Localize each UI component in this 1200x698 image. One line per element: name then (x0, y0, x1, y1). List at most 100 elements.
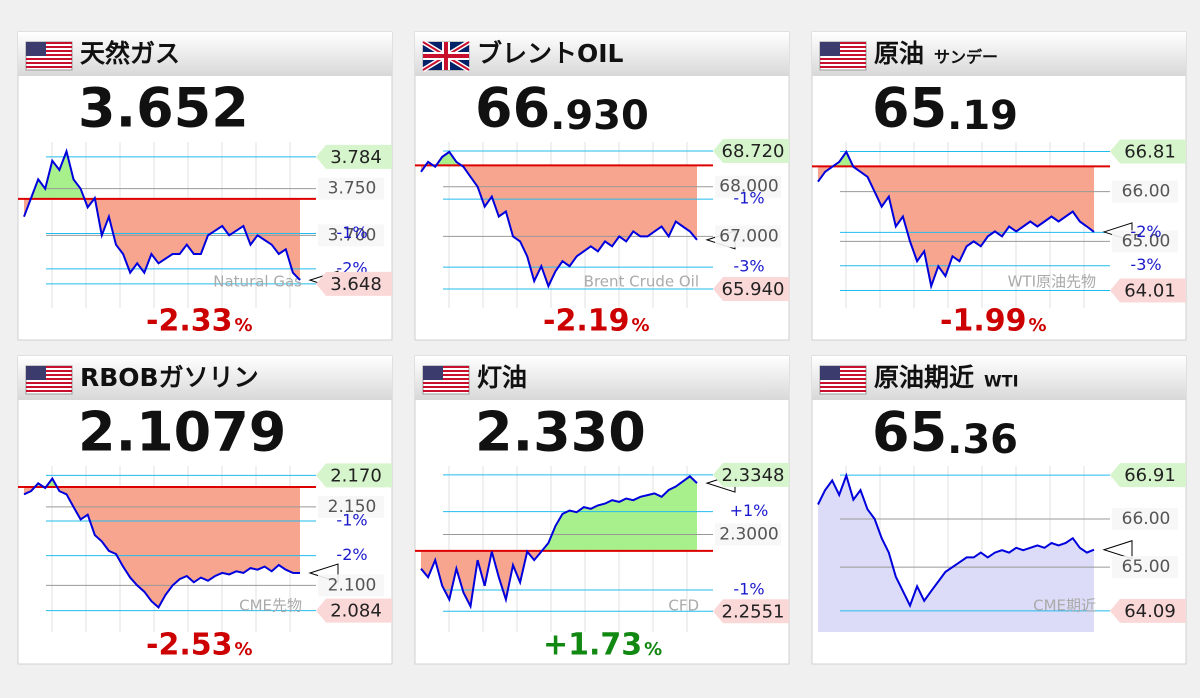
high-box (1110, 463, 1186, 488)
watermark: CME先物 (239, 597, 302, 615)
price-line (420, 475, 698, 610)
change-unit: % (234, 315, 252, 336)
tick-box (1112, 180, 1178, 203)
low-label: 64.09 (1124, 601, 1176, 622)
flag (25, 365, 73, 395)
price-main: 66 (475, 77, 550, 140)
area-down (24, 487, 300, 608)
area-up (24, 151, 300, 199)
flag (819, 41, 867, 71)
price-main: 65 (872, 77, 947, 140)
flag-canton (820, 366, 840, 380)
pct-tick-label: -1% (336, 511, 367, 530)
high-box (713, 462, 789, 487)
change: -2.33 (146, 304, 232, 339)
y-tick-label: 2.100 (328, 575, 377, 595)
price-main: 2.1079 (78, 401, 286, 464)
flag-stripe (26, 374, 72, 376)
flag-cross-red (423, 42, 469, 70)
panel: 原油 サンデー 65.19 WTI原油先物 66.00 65.00-2% -3% 66.81 6… (811, 31, 1187, 341)
flag-canton (26, 366, 46, 380)
price-main: 2.330 (475, 401, 646, 464)
panel-header (812, 356, 1186, 400)
pct-tick-label: -1% (733, 189, 764, 208)
panel: RBOBガソリン 2.1079 CME先物 2.150 2.100 -1% -2% 2.170… (17, 355, 393, 665)
flag-stripe (820, 50, 866, 52)
tick-box (715, 225, 781, 248)
change: -2.19 (543, 304, 629, 339)
pct-tick-label: -3% (733, 257, 764, 276)
flag-stripe (26, 50, 72, 52)
panel: ブレントOIL 66.930 Brent Crude Oil 68.000 67.000… (414, 31, 790, 341)
change: +1.73 (543, 628, 642, 663)
panel-header (18, 32, 392, 76)
low-box (713, 277, 789, 302)
high-label: 2.3348 (722, 465, 785, 486)
high-box (316, 144, 392, 169)
high-label: 2.170 (330, 465, 382, 486)
watermark: WTI原油先物 (1008, 273, 1096, 291)
flag-stripe (820, 374, 866, 376)
watermark: Natural Gas (213, 273, 302, 291)
flag-stripe (820, 382, 866, 384)
watermark: CME期近 (1033, 597, 1096, 615)
pct-tick-label: +1% (730, 501, 769, 520)
tick-box (318, 495, 384, 518)
price-line (23, 147, 301, 281)
area-down (818, 166, 1094, 287)
flag-stripe (26, 378, 72, 380)
panel-header (415, 32, 789, 76)
flag (25, 41, 73, 71)
flag-stripe (423, 366, 469, 368)
flag-canton (26, 42, 46, 56)
price-decimals: .930 (550, 93, 649, 139)
panel-title: 天然ガス (80, 39, 180, 68)
panel-title: 原油 (874, 39, 924, 68)
area-down (421, 165, 697, 287)
y-tick-label: 65.00 (1122, 557, 1171, 577)
low-label: 3.648 (330, 274, 382, 295)
panel-header (415, 356, 789, 400)
high-box (1110, 139, 1186, 164)
flag-stripe (26, 386, 72, 388)
y-tick-label: 3.700 (328, 225, 377, 245)
change: -2.53 (146, 628, 232, 663)
tick-box (715, 523, 781, 546)
low-label: 65.940 (722, 279, 785, 300)
y-tick-label: 66.00 (1122, 509, 1171, 529)
panel-header (812, 32, 1186, 76)
flag-stripe (26, 390, 72, 392)
flag-stripe (26, 62, 72, 64)
flag-stripe (26, 382, 72, 384)
low-label: 2.2551 (722, 601, 785, 622)
low-box (316, 598, 392, 623)
y-tick-label: 67.000 (719, 226, 778, 246)
watermark: Brent Crude Oil (584, 273, 699, 291)
flag-stripe (423, 374, 469, 376)
panel-header (18, 356, 392, 400)
high-label: 3.784 (330, 147, 382, 168)
flag-stripe (820, 62, 866, 64)
low-box (316, 271, 392, 296)
price-decimals: .19 (947, 93, 1018, 139)
panel-subtitle: WTI (984, 372, 1019, 391)
price-main: 3.652 (78, 77, 249, 140)
y-tick-label: 68.000 (719, 177, 778, 197)
change: -1.99 (940, 304, 1026, 339)
flag (422, 365, 470, 395)
flag-stripe (820, 378, 866, 380)
y-tick-label: 2.3000 (719, 524, 778, 544)
change-unit: % (644, 639, 662, 660)
flag-stripe (423, 386, 469, 388)
price-decimals: .36 (947, 417, 1018, 463)
pct-tick-label: -2% (1130, 222, 1161, 241)
change-unit: % (1028, 315, 1046, 336)
pct-tick-label: -1% (733, 580, 764, 599)
flag-canton (423, 366, 443, 380)
flag-stripe (820, 42, 866, 44)
low-label: 2.084 (330, 601, 382, 622)
flag-stripe (423, 390, 469, 392)
low-box (1110, 598, 1186, 623)
high-label: 66.81 (1124, 141, 1176, 162)
